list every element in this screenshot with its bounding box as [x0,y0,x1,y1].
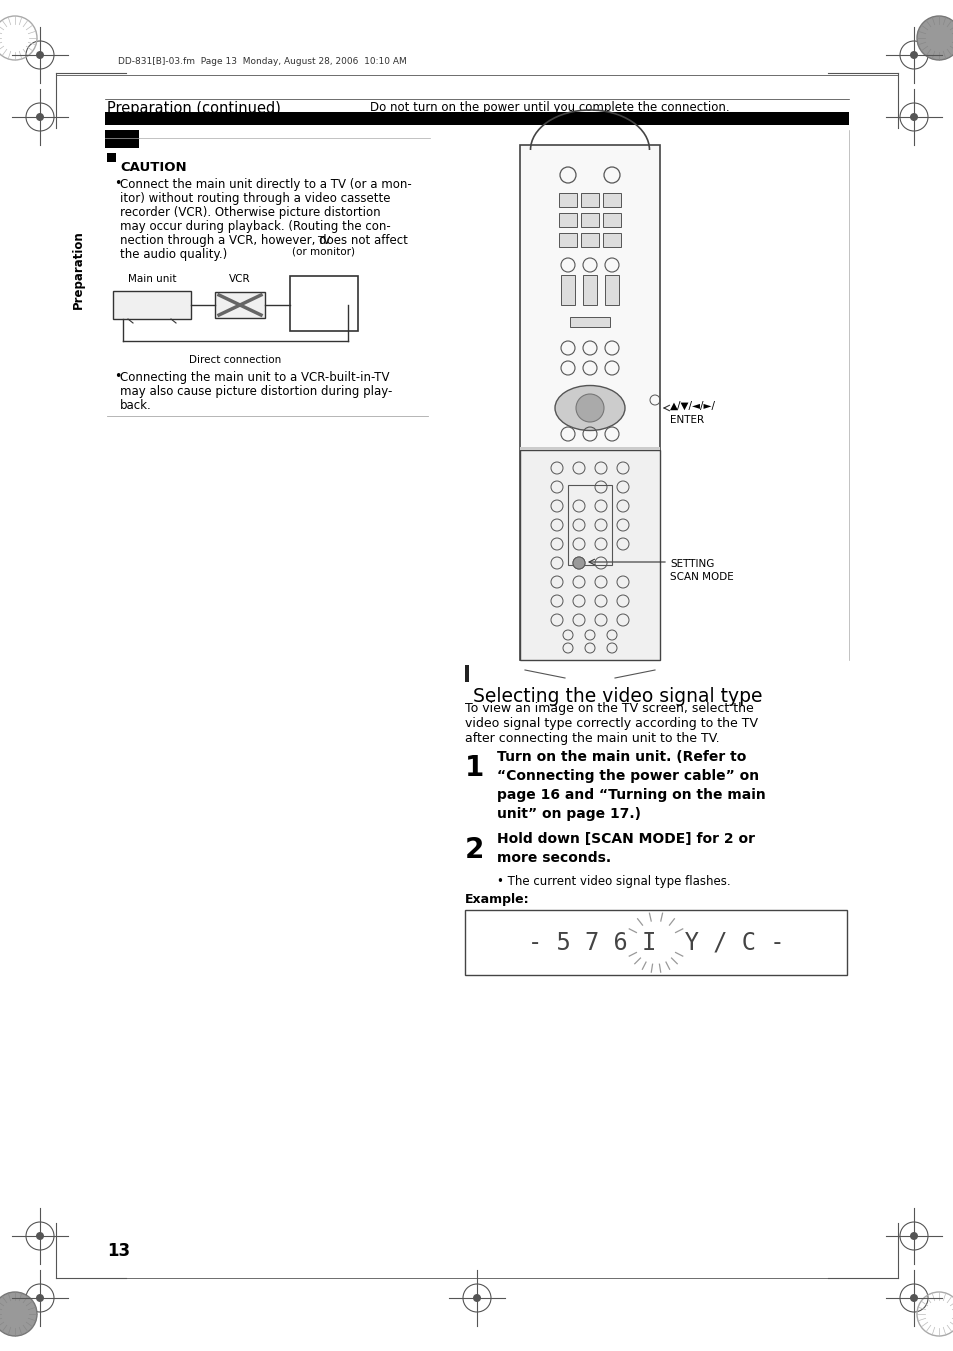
Text: TV: TV [317,236,331,246]
Text: page 16 and “Turning on the main: page 16 and “Turning on the main [497,788,765,802]
Text: Direct connection: Direct connection [190,355,281,365]
Text: Selecting the video signal type: Selecting the video signal type [473,686,761,705]
Text: •: • [113,177,121,190]
Bar [290,276,357,331]
Bar [558,193,577,207]
Text: Do not turn on the power until you complete the connection.: Do not turn on the power until you compl… [370,101,729,115]
Text: Hold down [SCAN MODE] for 2 or: Hold down [SCAN MODE] for 2 or [497,832,754,846]
Bar [464,911,846,975]
Bar [107,153,116,162]
Text: Preparation (continued): Preparation (continued) [107,100,280,115]
Text: ENTER: ENTER [669,415,703,426]
Text: may occur during playback. (Routing the con-: may occur during playback. (Routing the … [120,220,391,232]
Text: video signal type correctly according to the TV: video signal type correctly according to… [464,717,758,730]
Text: 13: 13 [107,1242,130,1260]
Text: SCAN MODE: SCAN MODE [669,571,733,582]
Text: 2: 2 [464,836,484,865]
Bar [464,665,469,682]
Text: • The current video signal type flashes.: • The current video signal type flashes. [497,875,730,888]
Circle shape [909,1294,917,1302]
Bar [105,112,848,126]
Text: unit” on page 17.): unit” on page 17.) [497,807,640,821]
Text: To view an image on the TV screen, select the: To view an image on the TV screen, selec… [464,703,753,715]
Text: “Connecting the power cable” on: “Connecting the power cable” on [497,769,759,784]
Text: (or monitor): (or monitor) [293,246,355,255]
Text: ▲/▼/◄/►/: ▲/▼/◄/►/ [669,401,716,411]
Circle shape [909,113,917,122]
Text: •: • [113,370,121,382]
Circle shape [0,1292,37,1336]
Bar [567,485,612,565]
Text: Main unit: Main unit [128,274,176,284]
Bar [519,447,659,450]
Text: may also cause picture distortion during play-: may also cause picture distortion during… [120,385,392,399]
Circle shape [573,557,584,569]
Text: the audio quality.): the audio quality.) [120,249,227,261]
Circle shape [36,113,44,122]
Text: Preparation: Preparation [71,231,85,309]
Bar [214,292,265,317]
Bar [558,232,577,247]
Circle shape [36,1232,44,1240]
Bar [580,213,598,227]
Circle shape [576,394,603,422]
Text: SETTING: SETTING [669,559,714,569]
Bar [602,232,620,247]
Circle shape [473,1294,480,1302]
Bar [558,213,577,227]
Bar [602,193,620,207]
Bar [580,232,598,247]
Text: - 5 7 6 I  Y / C -: - 5 7 6 I Y / C - [527,931,783,955]
Bar [519,145,659,661]
Text: nection through a VCR, however, does not affect: nection through a VCR, however, does not… [120,234,408,247]
Bar [582,276,597,305]
Text: CAUTION: CAUTION [120,161,187,174]
Text: recorder (VCR). Otherwise picture distortion: recorder (VCR). Otherwise picture distor… [120,205,380,219]
Text: back.: back. [120,399,152,412]
Text: Turn on the main unit. (Refer to: Turn on the main unit. (Refer to [497,750,745,765]
Circle shape [916,16,953,59]
Circle shape [909,51,917,59]
Text: VCR: VCR [229,274,251,284]
Circle shape [36,51,44,59]
Text: Example:: Example: [464,893,529,907]
Text: more seconds.: more seconds. [497,851,611,865]
Bar [604,276,618,305]
Bar [519,450,659,661]
Text: itor) without routing through a video cassette: itor) without routing through a video ca… [120,192,390,205]
Circle shape [909,1232,917,1240]
Bar [560,276,575,305]
Text: Connect the main unit directly to a TV (or a mon-: Connect the main unit directly to a TV (… [120,178,412,190]
Bar [112,290,191,319]
Bar [105,130,139,149]
Text: DD-831[B]-03.fm  Page 13  Monday, August 28, 2006  10:10 AM: DD-831[B]-03.fm Page 13 Monday, August 2… [118,58,406,66]
Text: Connecting the main unit to a VCR-built-in-TV: Connecting the main unit to a VCR-built-… [120,372,389,384]
Text: after connecting the main unit to the TV.: after connecting the main unit to the TV… [464,732,719,744]
Bar [580,193,598,207]
Circle shape [36,1294,44,1302]
Ellipse shape [555,385,624,431]
Bar [569,317,609,327]
Bar [602,213,620,227]
Text: 1: 1 [464,754,484,782]
